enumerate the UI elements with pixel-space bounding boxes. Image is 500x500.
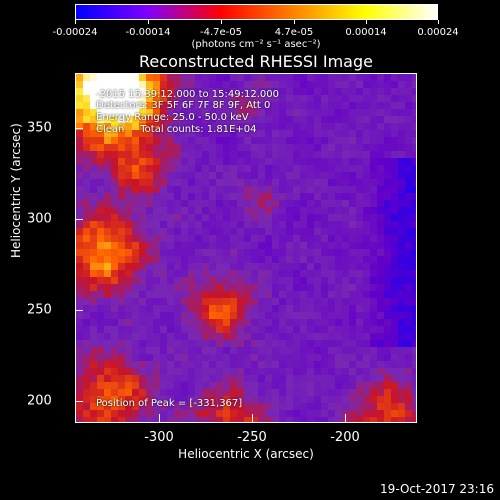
colorbar-tick bbox=[294, 20, 295, 24]
colorbar-tick-label: 4.7e-05 bbox=[274, 27, 314, 38]
y-tick bbox=[75, 219, 83, 220]
y-tick-label: 350 bbox=[27, 120, 52, 136]
colorbar-tick-label: -0.00014 bbox=[125, 27, 171, 38]
heatmap-image bbox=[76, 74, 416, 422]
y-tick bbox=[75, 310, 83, 311]
colorbar-tick-label: 0.00024 bbox=[417, 27, 459, 38]
colorbar-tick-label: 0.00014 bbox=[345, 27, 387, 38]
x-tick-label: -200 bbox=[330, 430, 360, 445]
colorbar-units: (photons cm⁻² s⁻¹ asec⁻²) bbox=[191, 39, 321, 50]
x-tick bbox=[345, 414, 346, 422]
colorbar-tick-label: -0.00024 bbox=[52, 27, 98, 38]
x-axis-label: Heliocentric X (arcsec) bbox=[178, 447, 314, 461]
plot-area: -2015 15:39:12.000 to 15:49:12.000 Detec… bbox=[75, 73, 417, 423]
colorbar-tick bbox=[366, 20, 367, 24]
colorbar bbox=[75, 4, 438, 20]
overlay-time-range: -2015 15:39:12.000 to 15:49:12.000 bbox=[96, 89, 279, 100]
colorbar-tick bbox=[438, 20, 439, 24]
x-tick-label: -300 bbox=[144, 430, 174, 445]
x-tick-label: -250 bbox=[237, 430, 267, 445]
y-tick bbox=[75, 128, 83, 129]
overlay-peak-position: Position of Peak = [-331,367] bbox=[96, 398, 243, 409]
colorbar-tick-label: -4.7e-05 bbox=[200, 27, 242, 38]
overlay-clean-counts: Clean Total counts: 1.81E+04 bbox=[96, 124, 257, 135]
y-tick-label: 250 bbox=[27, 302, 52, 318]
colorbar-tick bbox=[75, 20, 76, 24]
plot-timestamp: 19-Oct-2017 23:16 bbox=[380, 482, 494, 496]
y-tick-label: 200 bbox=[27, 393, 52, 409]
y-tick-label: 300 bbox=[27, 211, 52, 227]
x-tick bbox=[159, 414, 160, 422]
overlay-detectors: Detectors: 3F 5F 6F 7F 8F 9F, Att 0 bbox=[96, 100, 271, 111]
overlay-energy-range: Energy Range: 25.0 - 50.0 keV bbox=[96, 112, 249, 123]
colorbar-tick bbox=[148, 20, 149, 24]
y-axis-label: Heliocentric Y (arcsec) bbox=[9, 123, 23, 258]
y-tick bbox=[75, 401, 83, 402]
x-tick bbox=[252, 414, 253, 422]
colorbar-tick bbox=[221, 20, 222, 24]
plot-title: Reconstructed RHESSI Image bbox=[139, 52, 373, 71]
